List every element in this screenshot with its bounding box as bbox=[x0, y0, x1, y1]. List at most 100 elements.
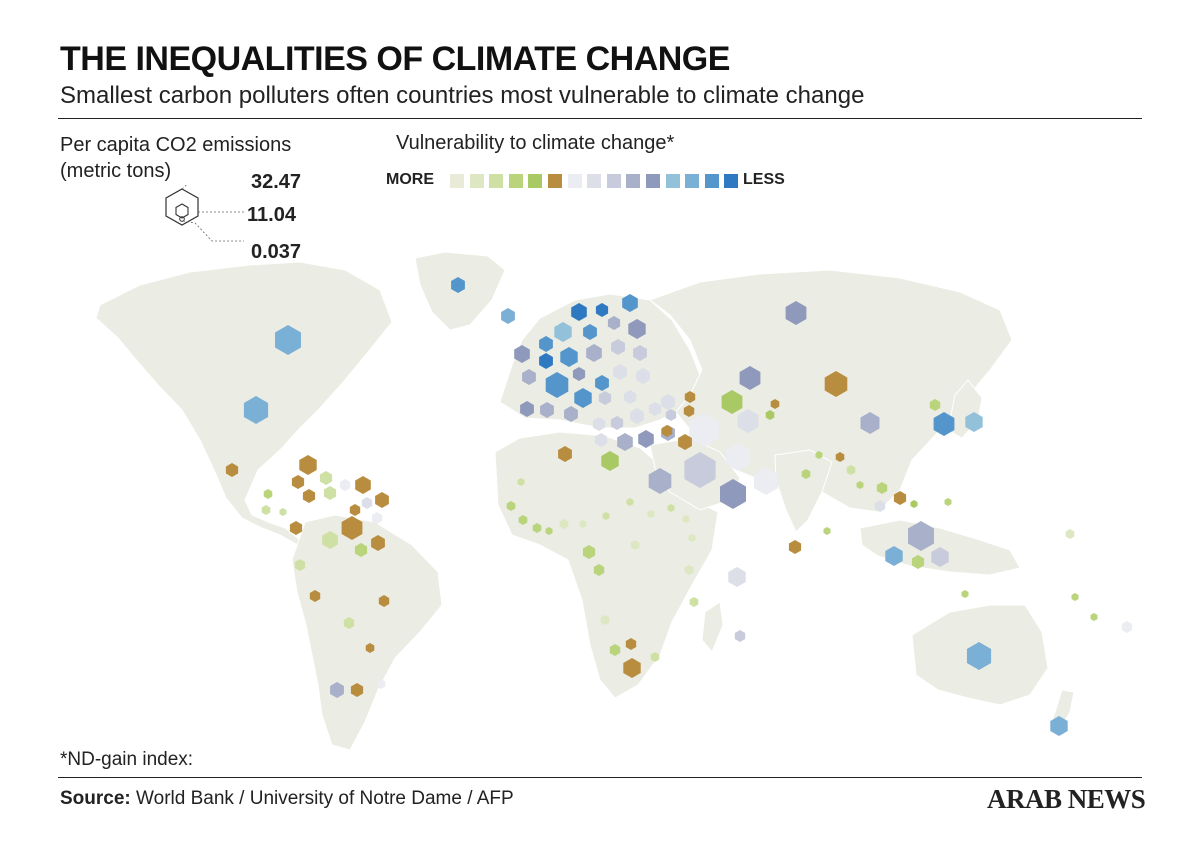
country-hex-15 bbox=[560, 347, 578, 367]
country-hex-47 bbox=[617, 433, 633, 451]
vulnerability-legend-less: LESS bbox=[743, 171, 785, 188]
vulnerability-swatch-9 bbox=[606, 174, 621, 188]
country-hex-22 bbox=[572, 367, 586, 381]
country-hex-86 bbox=[558, 446, 572, 462]
country-hex-117 bbox=[355, 476, 371, 494]
country-hex-52 bbox=[725, 443, 751, 471]
country-hex-71 bbox=[944, 498, 952, 506]
country-hex-65 bbox=[846, 465, 856, 475]
country-hex-85 bbox=[1050, 716, 1068, 736]
vulnerability-legend-more: MORE bbox=[386, 171, 434, 188]
country-hex-131 bbox=[289, 521, 303, 535]
country-hex-101 bbox=[593, 564, 605, 576]
country-hex-16 bbox=[586, 344, 602, 362]
page-title: THE INEQUALITIES OF CLIMATE CHANGE bbox=[60, 40, 730, 78]
country-hex-120 bbox=[263, 489, 273, 499]
country-hex-75 bbox=[911, 555, 925, 569]
size-key-hex-large bbox=[165, 188, 199, 226]
country-hex-137 bbox=[330, 682, 344, 698]
co2-legend-title: Per capita CO2 emissions (metric tons) bbox=[60, 132, 360, 184]
country-hex-2 bbox=[501, 308, 515, 324]
country-hex-83 bbox=[1121, 621, 1133, 633]
country-hex-35 bbox=[721, 390, 743, 414]
country-hex-98 bbox=[667, 504, 675, 512]
country-hex-42 bbox=[683, 405, 695, 417]
vulnerability-swatch-1 bbox=[450, 174, 464, 188]
country-hex-53 bbox=[684, 452, 716, 488]
country-hex-114 bbox=[319, 471, 333, 485]
country-hex-123 bbox=[349, 504, 361, 516]
country-hex-5 bbox=[571, 303, 587, 321]
country-hex-81 bbox=[1071, 593, 1079, 601]
country-hex-78 bbox=[728, 567, 746, 587]
country-hex-97 bbox=[647, 510, 655, 518]
country-hex-59 bbox=[929, 399, 941, 411]
country-hex-23 bbox=[595, 375, 609, 391]
country-hex-34 bbox=[684, 391, 696, 403]
country-hex-133 bbox=[309, 590, 321, 602]
country-hex-27 bbox=[520, 401, 534, 417]
page-subtitle: Smallest carbon polluters often countrie… bbox=[60, 82, 865, 109]
co2-legend-value-mid: 11.04 bbox=[247, 204, 296, 226]
country-hex-29 bbox=[564, 406, 578, 422]
country-hex-138 bbox=[350, 683, 364, 697]
country-hex-56 bbox=[720, 479, 746, 509]
country-hexes bbox=[225, 277, 1133, 736]
source-line: Source: World Bank / University of Notre… bbox=[60, 788, 514, 810]
country-hex-106 bbox=[600, 615, 610, 625]
country-hex-100 bbox=[582, 545, 596, 559]
co2-size-key bbox=[165, 185, 244, 242]
country-hex-76 bbox=[788, 540, 802, 554]
country-hex-73 bbox=[885, 546, 903, 566]
country-hex-30 bbox=[574, 388, 592, 408]
country-hex-43 bbox=[689, 413, 719, 447]
country-hex-4 bbox=[243, 396, 269, 424]
country-hex-115 bbox=[291, 475, 305, 489]
size-key-leader-bottom bbox=[182, 220, 244, 242]
country-hex-132 bbox=[294, 559, 306, 571]
country-hex-128 bbox=[371, 535, 385, 551]
country-hex-36 bbox=[770, 399, 780, 409]
country-hex-129 bbox=[261, 505, 271, 515]
country-hex-127 bbox=[354, 543, 368, 557]
vulnerability-legend-title: Vulnerability to climate change* bbox=[396, 132, 675, 154]
source-label: Source: bbox=[60, 788, 131, 809]
country-hex-9 bbox=[554, 322, 572, 342]
country-hex-82 bbox=[1090, 613, 1098, 621]
country-hex-102 bbox=[630, 540, 640, 550]
country-hex-13 bbox=[514, 345, 530, 363]
country-hex-121 bbox=[375, 492, 389, 508]
country-hex-118 bbox=[302, 489, 316, 503]
country-hex-62 bbox=[835, 452, 845, 462]
vulnerability-swatch-12 bbox=[665, 174, 680, 188]
country-hex-90 bbox=[518, 515, 528, 525]
country-hex-122 bbox=[361, 497, 373, 509]
vulnerability-swatch-4 bbox=[508, 174, 523, 188]
country-hex-72 bbox=[908, 521, 934, 551]
country-hex-139 bbox=[376, 679, 386, 689]
arab-news-logo: ARAB NEWS bbox=[987, 784, 1146, 814]
country-hex-130 bbox=[279, 508, 287, 516]
country-hex-104 bbox=[684, 565, 694, 575]
vulnerability-swatch-8 bbox=[587, 174, 602, 188]
country-hex-77 bbox=[823, 527, 831, 535]
country-hex-136 bbox=[365, 643, 375, 653]
footnote: *ND-gain index: bbox=[60, 749, 194, 770]
vulnerability-swatch-5 bbox=[528, 174, 543, 188]
country-hex-87 bbox=[601, 451, 619, 471]
co2-legend-title-line2: (metric tons) bbox=[60, 160, 172, 182]
country-hex-103 bbox=[688, 534, 696, 542]
country-hex-48 bbox=[638, 430, 654, 448]
country-hex-8 bbox=[785, 301, 807, 325]
country-hex-112 bbox=[225, 463, 239, 477]
country-hex-89 bbox=[506, 501, 516, 511]
country-hex-33 bbox=[661, 394, 675, 410]
country-hex-38 bbox=[610, 416, 624, 430]
country-hex-105 bbox=[689, 597, 699, 607]
madagascar-shape bbox=[701, 601, 724, 653]
landmasses bbox=[95, 251, 1075, 751]
country-hex-25 bbox=[636, 368, 650, 384]
country-hex-45 bbox=[765, 410, 775, 420]
country-hex-66 bbox=[856, 481, 864, 489]
country-hex-108 bbox=[609, 644, 621, 656]
